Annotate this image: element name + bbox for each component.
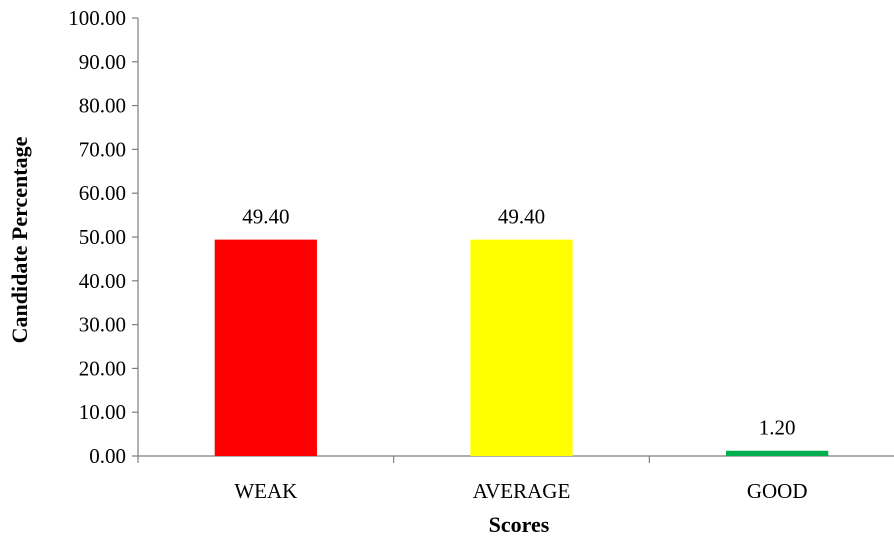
bar-good: [726, 450, 829, 456]
y-tick-label: 90.00: [79, 50, 126, 74]
y-tick-label: 80.00: [79, 94, 126, 118]
y-axis: 0.00 10.00 20.00 30.00 40.00 50.00 60.00 70.00 8…: [68, 6, 139, 468]
y-tick-label: 30.00: [79, 313, 126, 337]
x-tick-label-good: GOOD: [747, 479, 808, 503]
bar-average: [470, 239, 573, 456]
y-tick-label: 60.00: [79, 181, 126, 205]
y-tick-label: 20.00: [79, 356, 126, 380]
bar-weak: [214, 239, 317, 456]
x-axis: WEAK AVERAGE GOOD: [137, 455, 894, 503]
x-tick-label-average: AVERAGE: [473, 479, 571, 503]
x-axis-title: Scores: [489, 512, 550, 537]
y-tick-label: 0.00: [89, 444, 126, 468]
y-tick-label: 40.00: [79, 269, 126, 293]
y-tick-label: 10.00: [79, 400, 126, 424]
y-tick-label: 50.00: [79, 225, 126, 249]
y-tick-label: 100.00: [68, 6, 126, 30]
bars: [214, 239, 829, 456]
data-label-average: 49.40: [498, 205, 545, 229]
x-tick-label-weak: WEAK: [234, 479, 297, 503]
data-label-weak: 49.40: [242, 205, 289, 229]
y-axis-title: Candidate Percentage: [7, 136, 32, 343]
data-label-good: 1.20: [759, 416, 796, 440]
y-tick-label: 70.00: [79, 137, 126, 161]
data-labels: 49.40 49.40 1.20: [242, 205, 795, 440]
